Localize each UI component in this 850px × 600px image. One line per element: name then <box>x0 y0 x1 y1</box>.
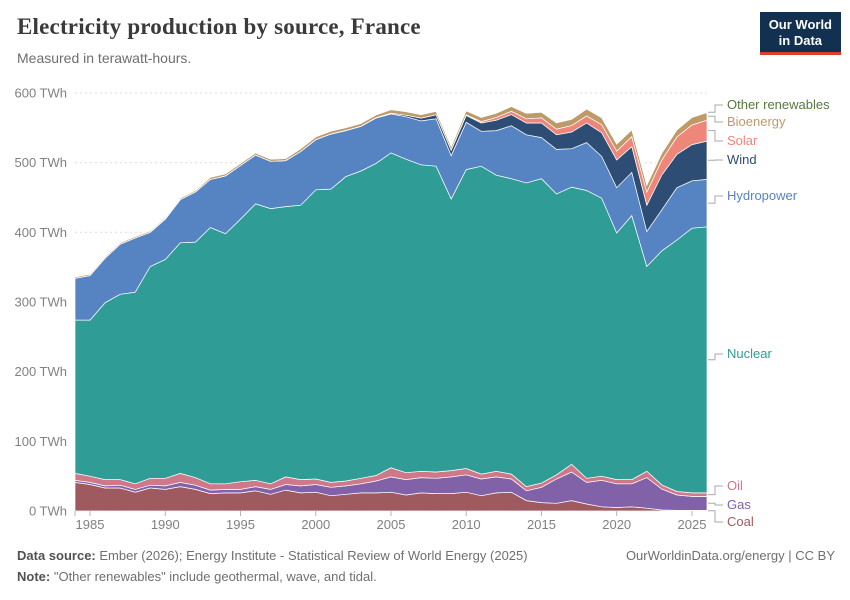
x-tick-label: 1990 <box>151 517 180 532</box>
legend-item-wind[interactable]: Wind <box>727 152 757 167</box>
legend-item-coal[interactable]: Coal <box>727 514 754 529</box>
legend-connector <box>708 502 723 506</box>
owid-link[interactable]: OurWorldinData.org/energy | CC BY <box>625 548 835 563</box>
page-title: Electricity production by source, France <box>17 14 421 39</box>
legend-connector <box>708 195 723 204</box>
x-tick-label: 2025 <box>678 517 707 532</box>
area-other-renewables[interactable] <box>74 105 708 278</box>
owid-logo: Our World in Data <box>759 12 841 56</box>
x-tick-label: 2010 <box>452 517 481 532</box>
note-text: "Other renewables" include geothermal, w… <box>53 569 377 584</box>
legend-item-other-renewables[interactable]: Other renewables <box>727 97 830 112</box>
legend-item-hydropower[interactable]: Hydropower <box>727 188 798 203</box>
y-tick-label: 500 TWh <box>14 155 67 170</box>
note-label: Note: <box>17 569 51 584</box>
y-tick-label: 400 TWh <box>14 225 67 240</box>
x-tick-label: 2020 <box>602 517 631 532</box>
legend-item-nuclear[interactable]: Nuclear <box>727 346 772 361</box>
legend-connector <box>708 353 723 361</box>
y-tick-label: 300 TWh <box>14 295 67 310</box>
area-series <box>74 105 708 512</box>
legend-connector <box>708 510 723 523</box>
x-tick-label: 2015 <box>527 517 556 532</box>
x-tick-label: 2000 <box>301 517 330 532</box>
legend-connector <box>708 104 723 113</box>
legend-item-gas[interactable]: Gas <box>727 497 751 512</box>
x-tick-label: 1985 <box>76 517 105 532</box>
chart-subtitle: Measured in terawatt-hours. <box>17 50 192 66</box>
legend-item-bioenergy[interactable]: Bioenergy <box>727 114 786 129</box>
owid-logo-line1: Our World <box>768 17 832 32</box>
chart-footer: Data source: Ember (2026); Energy Instit… <box>17 548 835 584</box>
legend-connector <box>708 130 723 142</box>
legend-connector <box>708 485 723 496</box>
x-tick-label: 1995 <box>226 517 255 532</box>
data-source-line: Data source: Ember (2026); Energy Instit… <box>17 548 528 563</box>
note-line: Note: "Other renewables" include geother… <box>17 569 835 584</box>
legend-item-solar[interactable]: Solar <box>727 133 758 148</box>
y-tick-label: 100 TWh <box>14 434 67 449</box>
owid-logo-line2: in Data <box>778 32 823 48</box>
x-tick-label: 2005 <box>377 517 406 532</box>
legend-connector <box>708 115 723 123</box>
y-tick-label: 200 TWh <box>14 364 67 379</box>
data-source-text: Ember (2026); Energy Institute - Statist… <box>99 548 528 563</box>
legend-item-oil[interactable]: Oil <box>727 478 743 493</box>
y-tick-label: 0 TWh <box>29 504 67 519</box>
y-tick-label: 600 TWh <box>14 86 67 101</box>
x-axis: 1985 1990 1995 2000 2005 2010 2015 2020 2025 <box>74 511 707 532</box>
data-source-label: Data source: <box>17 548 96 563</box>
legend-connectors <box>708 104 723 523</box>
